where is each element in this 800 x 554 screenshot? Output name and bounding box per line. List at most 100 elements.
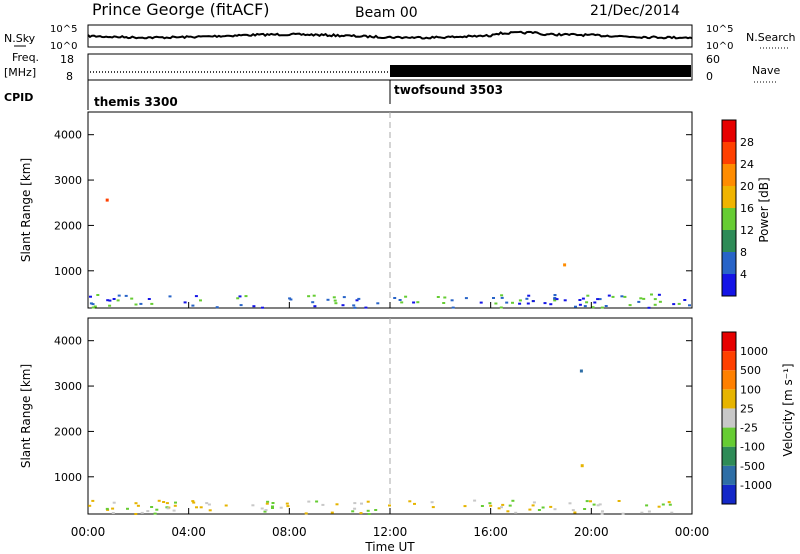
colorbar-swatch bbox=[722, 252, 736, 274]
heatmap-cell bbox=[124, 294, 128, 297]
heatmap-cell bbox=[183, 301, 187, 304]
heatmap-cell bbox=[537, 509, 541, 511]
heatmap-cell bbox=[112, 501, 116, 504]
heatmap-cell bbox=[140, 511, 144, 514]
heatmap-cell bbox=[153, 512, 157, 515]
beam-label: Beam 00 bbox=[355, 5, 418, 21]
heatmap-cell bbox=[311, 301, 315, 304]
heatmap-cell bbox=[668, 503, 672, 506]
heatmap-cell bbox=[265, 502, 269, 505]
velocity-colorbar-label: Velocity [m s⁻¹] bbox=[781, 363, 795, 456]
heatmap-cell bbox=[191, 500, 195, 503]
heatmap-cell bbox=[650, 293, 653, 296]
heatmap-cell bbox=[404, 295, 408, 298]
colorbar-swatch bbox=[722, 389, 736, 409]
power-heatmap-cells bbox=[89, 198, 691, 309]
colorbar-tick-label: 4 bbox=[740, 268, 747, 281]
heatmap-cell bbox=[367, 513, 371, 515]
heatmap-cell bbox=[463, 505, 467, 508]
heatmap-cell bbox=[628, 304, 632, 307]
heatmap-cell bbox=[199, 299, 202, 302]
heatmap-cell bbox=[366, 509, 370, 512]
heatmap-cell bbox=[244, 295, 248, 298]
colorbar-swatch bbox=[722, 465, 736, 485]
heatmap-cell bbox=[637, 300, 641, 303]
heatmap-cell bbox=[647, 510, 651, 513]
colorbar-swatch bbox=[722, 427, 736, 447]
heatmap-cell bbox=[549, 303, 553, 306]
heatmap-cell bbox=[499, 306, 503, 309]
heatmap-cell bbox=[333, 299, 337, 302]
heatmap-cell bbox=[653, 303, 657, 306]
freq-left-tick-top: 18 bbox=[60, 53, 74, 66]
heatmap-cell bbox=[620, 295, 624, 298]
heatmap-cell bbox=[600, 512, 604, 515]
heatmap-cell bbox=[271, 507, 274, 509]
nave-label: Nave bbox=[752, 64, 780, 77]
colorbar-tick-label: 500 bbox=[740, 364, 761, 377]
colorbar-frame bbox=[721, 119, 737, 297]
colorbar-tick-label: 100 bbox=[740, 383, 761, 396]
y-tick-label: 3000 bbox=[54, 174, 82, 187]
heatmap-cell bbox=[436, 296, 440, 298]
heatmap-cell bbox=[111, 507, 115, 510]
heatmap-cell bbox=[117, 294, 121, 297]
heatmap-cell bbox=[239, 304, 243, 307]
heatmap-cell bbox=[112, 298, 116, 300]
heatmap-cell bbox=[208, 509, 212, 512]
heatmap-cell bbox=[508, 504, 512, 507]
heatmap-cell bbox=[266, 500, 270, 503]
heatmap-cell bbox=[585, 301, 589, 304]
y-tick-label: 4000 bbox=[54, 335, 82, 348]
x-tick-label: 12:00 bbox=[373, 525, 408, 539]
heatmap-cell bbox=[506, 510, 510, 513]
heatmap-cell bbox=[264, 509, 268, 512]
heatmap-cell bbox=[326, 298, 330, 301]
heatmap-cell bbox=[136, 504, 140, 507]
heatmap-cell bbox=[578, 299, 582, 301]
heatmap-cell bbox=[688, 304, 691, 307]
heatmap-cell bbox=[480, 505, 484, 507]
heatmap-cell bbox=[366, 500, 370, 503]
colorbar-swatch bbox=[722, 484, 736, 504]
heatmap-cell bbox=[192, 501, 196, 504]
heatmap-cell bbox=[593, 301, 597, 304]
heatmap-cell bbox=[238, 295, 242, 298]
heatmap-cell bbox=[168, 295, 172, 298]
heatmap-cell bbox=[364, 306, 368, 309]
power-y-label: Slant Range [km] bbox=[19, 158, 33, 262]
heatmap-cell bbox=[147, 298, 151, 300]
heatmap-cell bbox=[583, 508, 587, 510]
heatmap-cell bbox=[592, 503, 596, 506]
heatmap-cell bbox=[642, 297, 646, 300]
heatmap-cell bbox=[677, 302, 681, 305]
heatmap-cell bbox=[543, 302, 547, 305]
heatmap-cell bbox=[312, 294, 316, 297]
heatmap-cell bbox=[146, 510, 150, 513]
heatmap-cell bbox=[91, 499, 95, 502]
heatmap-cell bbox=[553, 296, 557, 299]
heatmap-cell bbox=[585, 500, 589, 503]
heatmap-cell bbox=[172, 509, 176, 512]
heatmap-cell bbox=[464, 297, 468, 300]
y-tick-label: 2000 bbox=[54, 425, 82, 438]
heatmap-cell bbox=[307, 295, 311, 298]
colorbar-tick-label: 1000 bbox=[740, 345, 768, 358]
heatmap-cell bbox=[604, 305, 608, 307]
noise-right-label: N.Search bbox=[746, 31, 796, 44]
heatmap-cell bbox=[130, 297, 134, 300]
colorbar-frame bbox=[721, 331, 737, 505]
heatmap-cell bbox=[500, 506, 503, 509]
heatmap-cell bbox=[335, 503, 339, 506]
heatmap-cell bbox=[598, 503, 602, 506]
heatmap-cell bbox=[488, 502, 492, 505]
heatmap-cell bbox=[408, 500, 412, 503]
freq-left-tick-bottom: 8 bbox=[66, 70, 73, 83]
freq-left-label: Freq. bbox=[12, 51, 39, 64]
heatmap-cell bbox=[166, 507, 170, 510]
heatmap-cell bbox=[661, 503, 665, 506]
heatmap-cell bbox=[492, 297, 495, 299]
heatmap-cell bbox=[105, 198, 109, 202]
freq-left-unit: [MHz] bbox=[4, 66, 36, 79]
